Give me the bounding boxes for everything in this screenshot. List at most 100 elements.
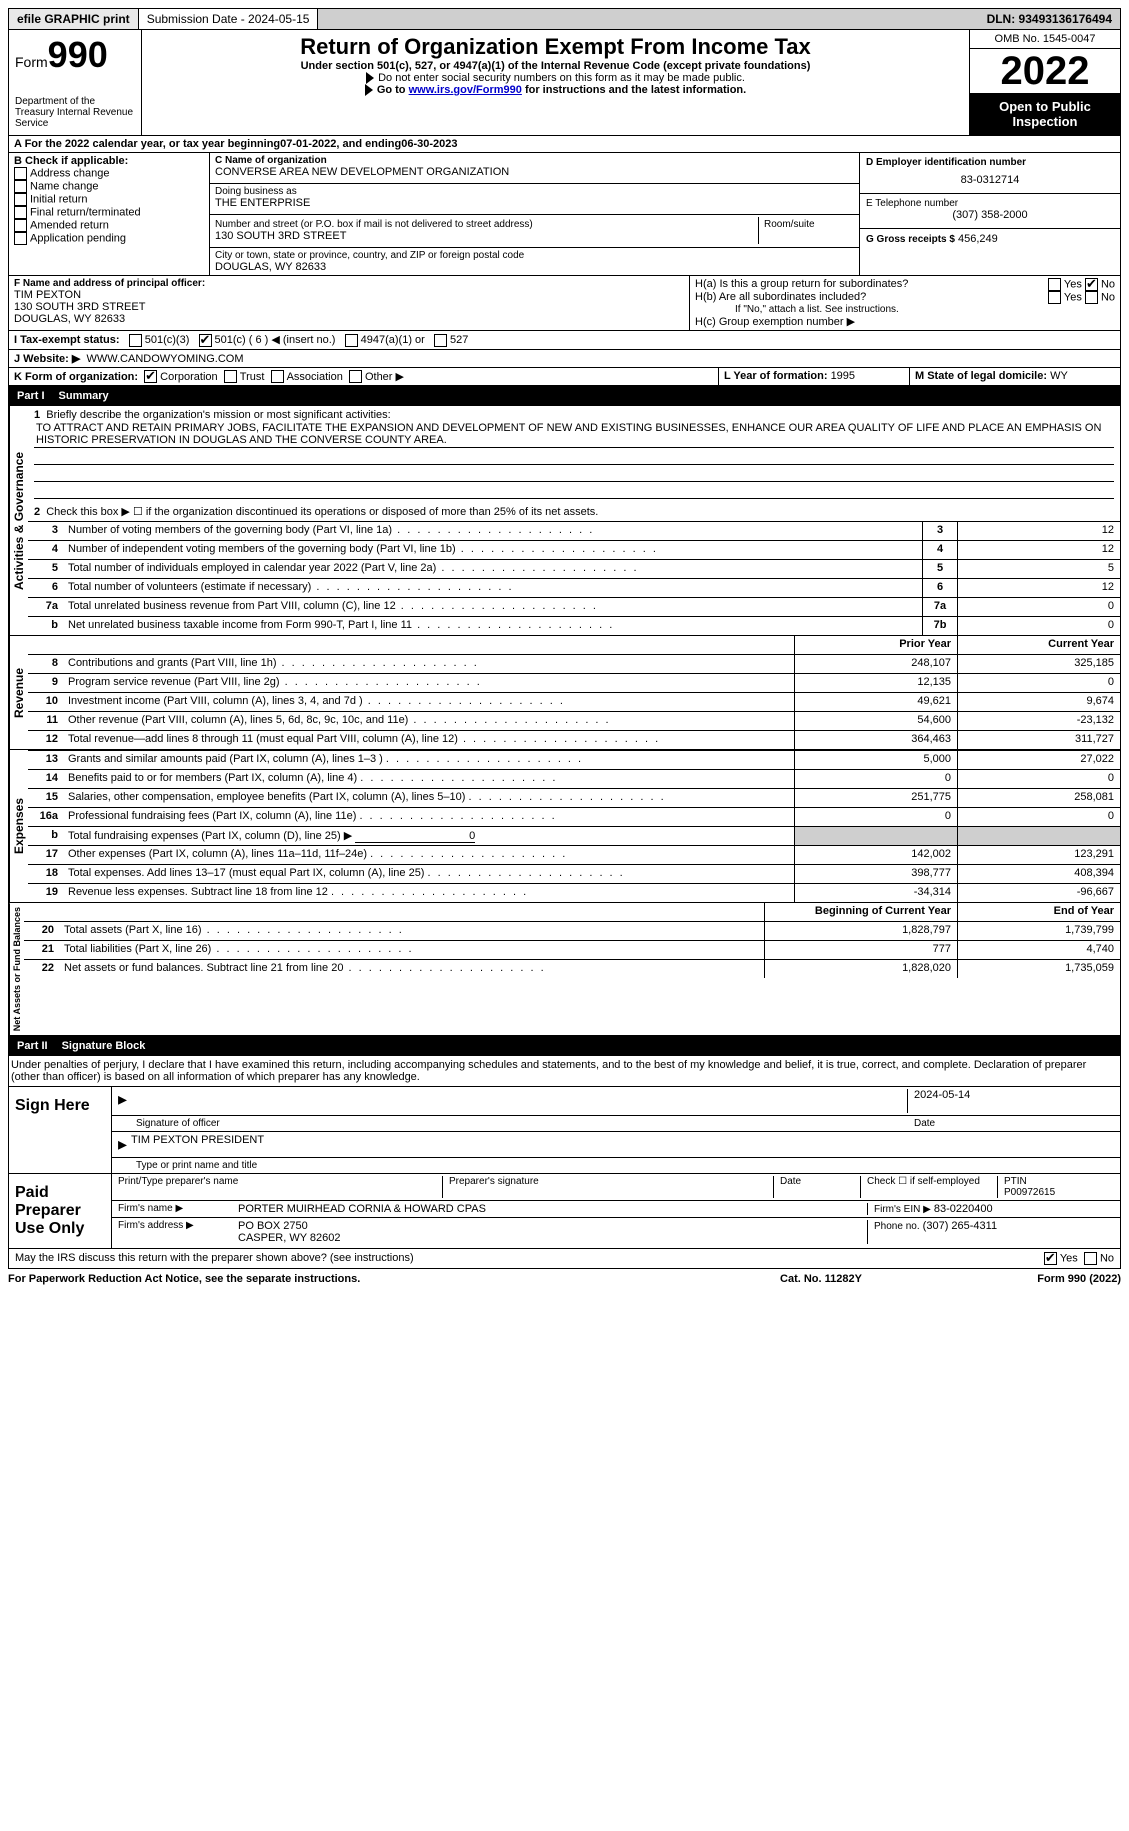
pending-checkbox[interactable]: [14, 232, 27, 245]
527-checkbox[interactable]: [434, 334, 447, 347]
opt-corp: Corporation: [160, 371, 217, 383]
assoc-checkbox[interactable]: [271, 370, 284, 383]
ha-no: No: [1101, 278, 1115, 290]
addr-change-checkbox[interactable]: [14, 167, 27, 180]
ptin-value: P00972615: [1004, 1187, 1055, 1198]
exp-line: 14Benefits paid to or for members (Part …: [28, 769, 1120, 788]
ha-yes-checkbox[interactable]: [1048, 278, 1061, 291]
org-name: CONVERSE AREA NEW DEVELOPMENT ORGANIZATI…: [215, 166, 854, 178]
officer-name: TIM PEXTON: [14, 289, 684, 301]
part-1-num: Part I: [17, 390, 45, 402]
firm-name: PORTER MUIRHEAD CORNIA & HOWARD CPAS: [238, 1203, 867, 1215]
ein-value: 83-0312714: [866, 168, 1114, 186]
form990-link[interactable]: www.irs.gov/Form990: [409, 84, 522, 96]
q1-label: Briefly describe the organization's miss…: [46, 409, 390, 421]
firm-name-label: Firm's name ▶: [118, 1203, 238, 1215]
h-b-label: H(b) Are all subordinates included?: [695, 291, 1048, 304]
part-1-title: Summary: [59, 390, 109, 402]
gov-line: bNet unrelated business taxable income f…: [28, 616, 1120, 635]
activities-grid: Activities & Governance 1 Briefly descri…: [8, 406, 1121, 635]
net-assets-grid: Net Assets or Fund Balances Beginning of…: [8, 902, 1121, 1036]
mission-text: TO ATTRACT AND RETAIN PRIMARY JOBS, FACI…: [34, 421, 1114, 448]
exp-line: 13Grants and similar amounts paid (Part …: [28, 750, 1120, 769]
exp-line: 19Revenue less expenses. Subtract line 1…: [28, 883, 1120, 902]
net-line: 21Total liabilities (Part X, line 26)777…: [24, 940, 1120, 959]
officer-addr1: 130 SOUTH 3RD STREET: [14, 301, 684, 313]
form-id-box: Form990 Department of the Treasury Inter…: [9, 30, 142, 135]
tax-exempt-row: I Tax-exempt status: 501(c)(3) 501(c) ( …: [8, 330, 1121, 349]
final-return-checkbox[interactable]: [14, 206, 27, 219]
net-line: 20Total assets (Part X, line 16)1,828,79…: [24, 921, 1120, 940]
side-expenses: Expenses: [9, 750, 28, 902]
gross-label: G Gross receipts $: [866, 234, 955, 245]
paid-preparer-block: Paid Preparer Use Only Print/Type prepar…: [8, 1174, 1121, 1249]
discuss-no: No: [1100, 1253, 1114, 1265]
instr-1: Do not enter social security numbers on …: [378, 72, 745, 84]
initial-return-checkbox[interactable]: [14, 193, 27, 206]
part-2-header: Part II Signature Block: [8, 1036, 1121, 1056]
officer-label: F Name and address of principal officer:: [14, 278, 684, 289]
mission-blank-3: [34, 482, 1114, 499]
net-line: 22Net assets or fund balances. Subtract …: [24, 959, 1120, 978]
self-employed-check: Check ☐ if self-employed: [860, 1176, 997, 1198]
opt-trust: Trust: [240, 371, 265, 383]
discuss-no-checkbox[interactable]: [1084, 1252, 1097, 1265]
discuss-yes: Yes: [1060, 1253, 1078, 1265]
gov-line: 6Total number of volunteers (estimate if…: [28, 578, 1120, 597]
part-2-title: Signature Block: [62, 1040, 146, 1052]
sig-date: 2024-05-14: [907, 1089, 1114, 1113]
hb-no-checkbox[interactable]: [1085, 291, 1098, 304]
period-begin: 07-01-2022: [280, 138, 336, 150]
501c3-checkbox[interactable]: [129, 334, 142, 347]
arrow-icon-2: [118, 1134, 131, 1155]
discuss-yes-checkbox[interactable]: [1044, 1252, 1057, 1265]
prep-phone-label: Phone no.: [874, 1221, 920, 1232]
revenue-grid: Revenue Prior Year Current Year 8Contrib…: [8, 635, 1121, 749]
opt-name-change: Name change: [30, 180, 99, 192]
side-activities: Activities & Governance: [9, 406, 28, 635]
box-c-label: C Name of organization: [215, 155, 854, 166]
hb-no: No: [1101, 291, 1115, 303]
officer-type-label: Type or print name and title: [112, 1158, 1120, 1173]
city-label: City or town, state or province, country…: [215, 250, 854, 261]
footer-cat: Cat. No. 11282Y: [721, 1273, 921, 1285]
phone-value: (307) 358-2000: [866, 209, 1114, 221]
tax-year: 2022: [970, 49, 1120, 93]
box-c: C Name of organization CONVERSE AREA NEW…: [210, 153, 860, 275]
hb-yes: Yes: [1064, 291, 1082, 303]
part-2-num: Part II: [17, 1040, 48, 1052]
box-k-label: K Form of organization:: [14, 371, 138, 383]
rev-line: 11Other revenue (Part VIII, column (A), …: [28, 711, 1120, 730]
h-b-note: If "No," attach a list. See instructions…: [695, 304, 1115, 315]
website-label: J Website: ▶: [14, 353, 80, 365]
efile-print-button[interactable]: efile GRAPHIC print: [9, 9, 139, 29]
arrow-icon: [118, 1089, 131, 1113]
officer-typed-name: TIM PEXTON PRESIDENT: [131, 1134, 264, 1155]
hb-yes-checkbox[interactable]: [1048, 291, 1061, 304]
amended-checkbox[interactable]: [14, 219, 27, 232]
paid-preparer-label: Paid Preparer Use Only: [9, 1174, 112, 1248]
rev-line: 9Program service revenue (Part VIII, lin…: [28, 673, 1120, 692]
firm-ein: 83-0220400: [934, 1203, 993, 1215]
opt-501c: 501(c) ( 6 ) ◀ (insert no.): [215, 334, 336, 346]
gov-line: 7aTotal unrelated business revenue from …: [28, 597, 1120, 616]
form-title-box: Return of Organization Exempt From Incom…: [142, 30, 970, 135]
exp-line: 15Salaries, other compensation, employee…: [28, 788, 1120, 807]
4947-checkbox[interactable]: [345, 334, 358, 347]
501c-checkbox[interactable]: [199, 334, 212, 347]
other-checkbox[interactable]: [349, 370, 362, 383]
prep-date-label: Date: [773, 1176, 860, 1198]
ha-no-checkbox[interactable]: [1085, 278, 1098, 291]
submission-date: Submission Date - 2024-05-15: [139, 9, 319, 29]
officer-block: F Name and address of principal officer:…: [8, 275, 1121, 330]
corp-checkbox[interactable]: [144, 370, 157, 383]
opt-pending: Application pending: [30, 232, 126, 244]
name-change-checkbox[interactable]: [14, 180, 27, 193]
trust-checkbox[interactable]: [224, 370, 237, 383]
exp-line: 17Other expenses (Part IX, column (A), l…: [28, 845, 1120, 864]
form-title: Return of Organization Exempt From Incom…: [148, 34, 963, 60]
page-footer: For Paperwork Reduction Act Notice, see …: [8, 1269, 1121, 1285]
discuss-row: May the IRS discuss this return with the…: [8, 1249, 1121, 1269]
open-inspection: Open to Public Inspection: [970, 93, 1120, 135]
h-a-label: H(a) Is this a group return for subordin…: [695, 278, 1048, 291]
